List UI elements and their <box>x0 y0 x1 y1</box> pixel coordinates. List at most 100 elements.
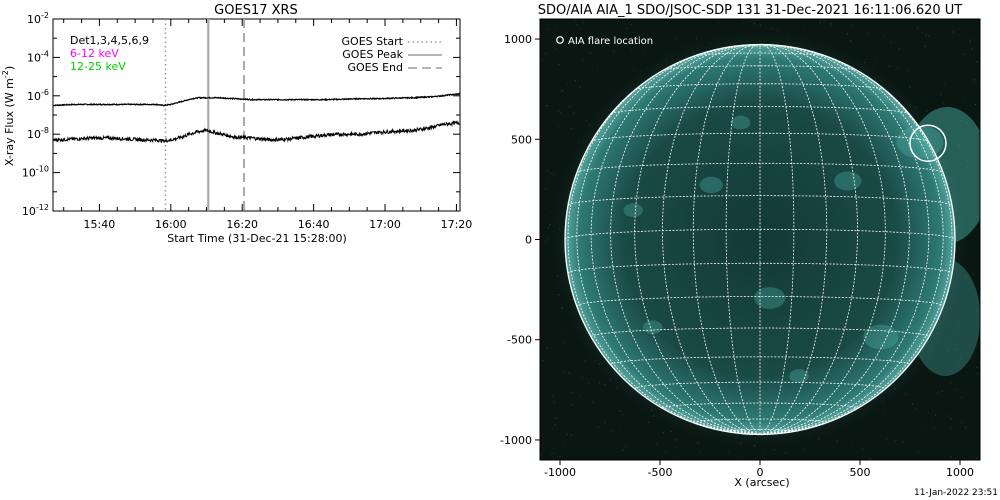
aia-noise <box>830 23 832 25</box>
aia-noise <box>955 348 957 350</box>
aia-noise <box>976 61 978 63</box>
aia-noise <box>924 45 926 47</box>
aia-noise <box>823 20 825 22</box>
aia-grid-latitude <box>694 52 826 57</box>
aia-grid-longitude <box>759 44 910 435</box>
aia-noise <box>836 440 838 442</box>
goes-y-tick-base: 10 <box>27 90 41 103</box>
aia-y-tick-label: 500 <box>511 133 532 146</box>
aia-noise <box>559 112 561 114</box>
aia-noise <box>676 455 678 457</box>
aia-noise <box>926 110 928 112</box>
aia-noise <box>717 21 719 24</box>
aia-noise <box>573 112 575 114</box>
aia-noise <box>597 412 599 414</box>
aia-noise <box>554 25 556 27</box>
goes-y-tick-label: 10-8 <box>27 126 49 141</box>
aia-noise <box>759 24 761 26</box>
aia-noise <box>574 80 577 82</box>
aia-noise <box>613 50 615 52</box>
aia-noise <box>890 41 892 43</box>
aia-noise <box>888 65 891 67</box>
aia-noise <box>743 23 745 25</box>
aia-noise <box>943 103 945 105</box>
aia-noise <box>960 357 962 359</box>
aia-grid-latitude <box>590 132 930 143</box>
aia-noise <box>883 36 885 38</box>
aia-grid-latitude <box>634 83 886 91</box>
aia-noise <box>676 447 678 449</box>
aia-noise <box>604 421 606 423</box>
aia-noise <box>546 237 549 240</box>
aia-noise <box>597 426 599 428</box>
aia-noise <box>866 32 868 35</box>
goes-x-tick-label: 16:00 <box>155 218 187 231</box>
aia-noise <box>936 392 939 394</box>
aia-y-tick-label: -500 <box>507 334 532 347</box>
aia-noise <box>944 83 946 85</box>
aia-noise <box>578 27 581 29</box>
aia-noise <box>907 70 909 72</box>
aia-noise <box>802 449 804 451</box>
aia-noise <box>862 448 864 450</box>
aia-noise <box>574 19 576 21</box>
aia-noise <box>948 339 950 341</box>
aia-noise <box>924 429 926 431</box>
aia-noise <box>846 33 848 35</box>
aia-noise <box>883 409 885 411</box>
aia-noise <box>546 179 548 181</box>
aia-noise <box>912 403 914 405</box>
aia-noise <box>850 40 852 42</box>
aia-noise <box>916 408 918 410</box>
aia-noise <box>753 23 756 25</box>
aia-noise <box>971 48 973 50</box>
aia-grid-latitude <box>567 262 953 274</box>
goes-detector-label: 6-12 keV <box>70 47 119 60</box>
aia-noise <box>561 330 564 332</box>
aia-noise <box>555 417 557 419</box>
aia-legend-marker <box>556 36 564 44</box>
aia-noise <box>598 382 600 384</box>
aia-noise <box>550 453 553 455</box>
aia-noise <box>803 30 805 32</box>
aia-noise <box>588 382 590 384</box>
aia-noise <box>636 437 638 439</box>
aia-grid-longitude <box>759 44 828 435</box>
aia-noise <box>625 446 627 448</box>
aia-y-tick-label: 0 <box>525 234 532 247</box>
aia-noise <box>951 80 953 82</box>
aia-active-region <box>643 320 663 335</box>
aia-noise <box>927 411 929 413</box>
goes-y-tick-exp: -12 <box>36 203 49 212</box>
aia-noise <box>632 69 635 71</box>
aia-limb <box>564 43 956 436</box>
aia-noise <box>902 441 904 443</box>
aia-noise <box>947 350 949 352</box>
aia-noise <box>581 376 583 379</box>
aia-noise <box>619 410 622 412</box>
aia-noise <box>963 100 965 102</box>
aia-noise <box>551 427 553 429</box>
aia-grid-longitude <box>759 44 795 435</box>
aia-noise <box>742 19 744 21</box>
aia-noise <box>566 83 568 85</box>
aia-x-axis-label: X (arcsec) <box>734 476 789 489</box>
aia-noise <box>609 29 611 31</box>
goes-x-tick-label: 16:40 <box>298 218 330 231</box>
aia-noise <box>935 414 937 416</box>
aia-noise <box>749 20 751 22</box>
aia-noise <box>579 86 581 88</box>
aia-noise <box>555 335 557 337</box>
aia-noise <box>546 170 548 172</box>
aia-noise <box>909 86 911 88</box>
aia-noise <box>976 457 978 459</box>
aia-noise <box>976 367 978 369</box>
goes-y-tick-exp: -8 <box>41 126 49 135</box>
aia-noise <box>589 52 591 54</box>
aia-noise <box>851 442 853 444</box>
aia-noise <box>954 330 956 332</box>
goes-y-tick-exp: -2 <box>41 11 49 20</box>
aia-grid-latitude <box>634 381 886 389</box>
aia-noise <box>946 48 948 50</box>
